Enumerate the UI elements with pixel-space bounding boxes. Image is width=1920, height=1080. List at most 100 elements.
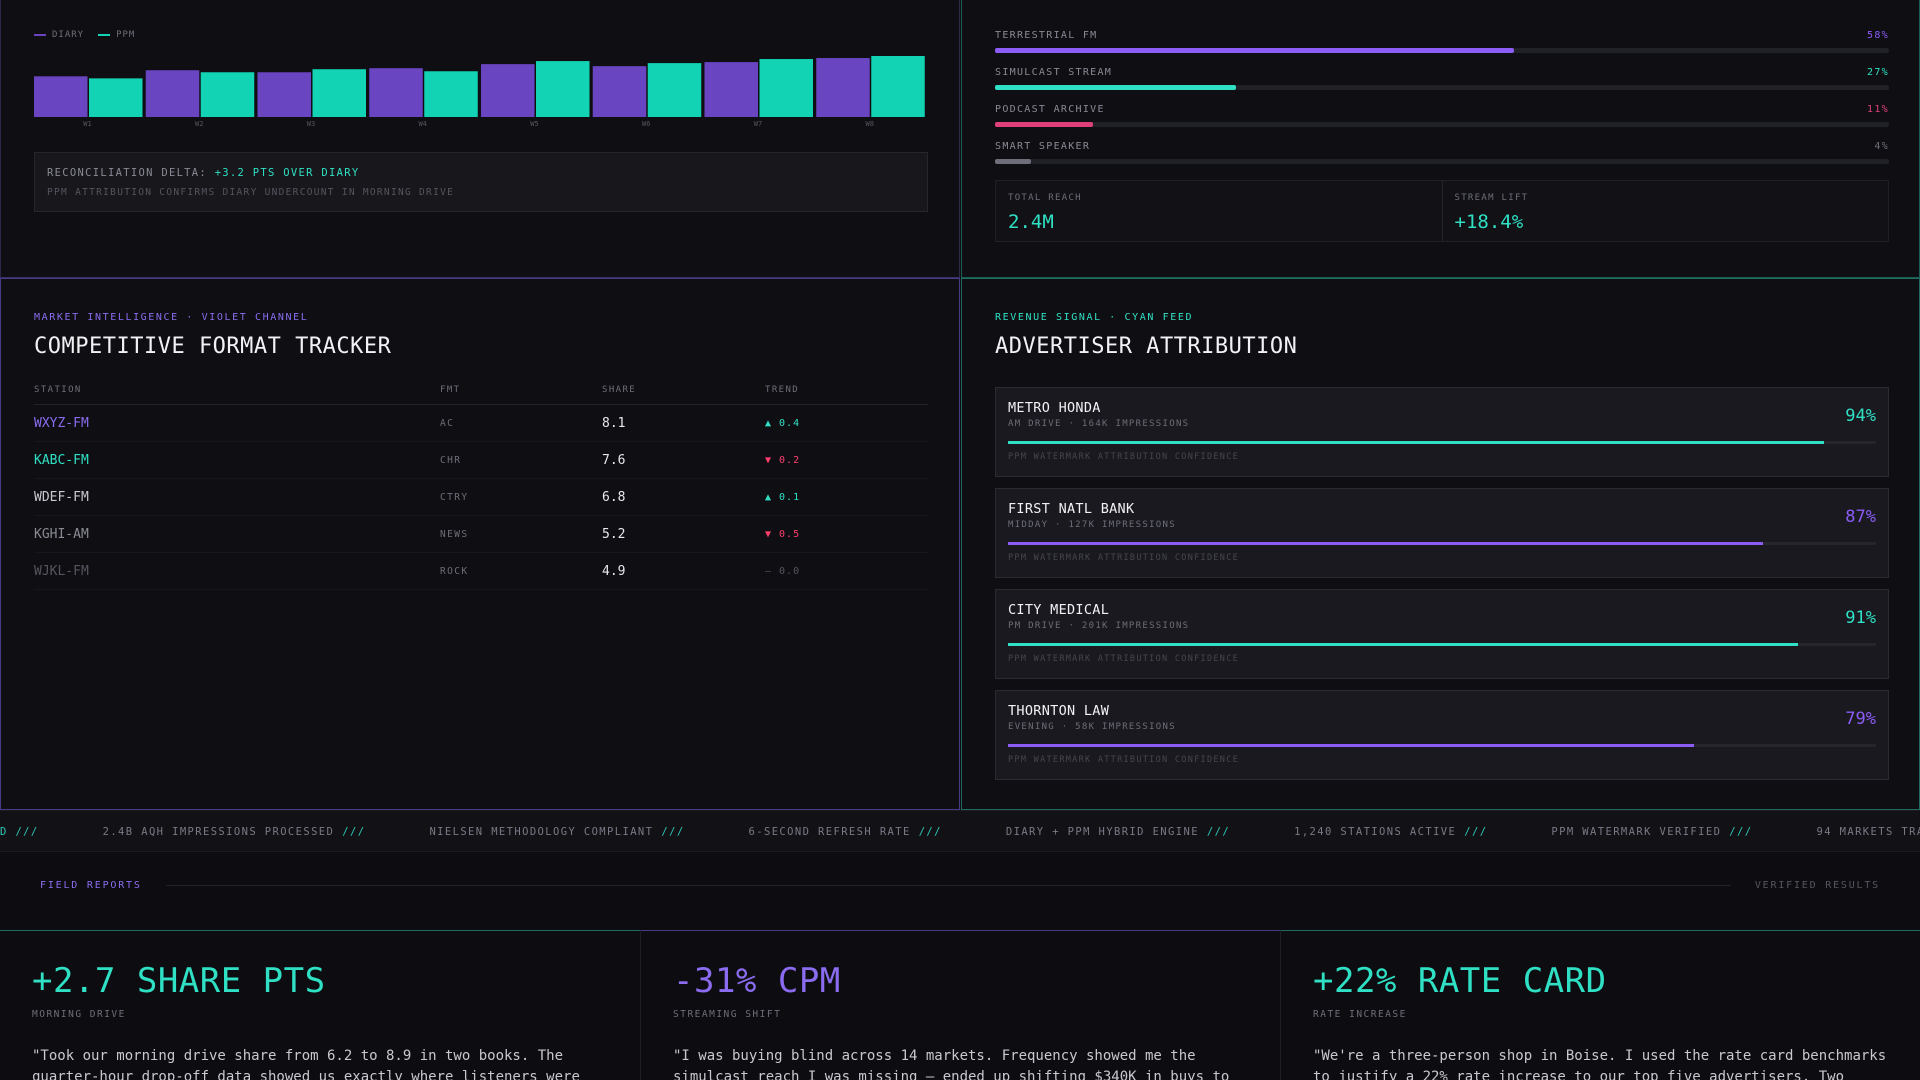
status-ticker: D /// 2.4B AQH IMPRESSIONS PROCESSED /// NI… bbox=[0, 810, 1920, 852]
report-quote: "Took our morning drive share from 6.2 t… bbox=[32, 1048, 580, 1080]
report-caption: RATE INCREASE bbox=[1313, 1009, 1407, 1020]
station-share: 6.8 bbox=[602, 478, 765, 516]
station-call-sign: WXYZ-FM bbox=[34, 404, 440, 442]
table-row[interactable]: KGHI-AM NEWS 5.2 ▼ 0.5 bbox=[34, 515, 928, 553]
confidence-bar-track bbox=[1008, 542, 1876, 545]
station-format: CHR bbox=[440, 441, 602, 479]
station-format: AC bbox=[440, 404, 602, 442]
bar-ppm-w5 bbox=[536, 61, 590, 117]
platform-reach-panel: TERRESTRIAL FM 58% SIMULCAST STREAM 27% PODC… bbox=[961, 0, 1920, 278]
ticker-item: PPM WATERMARK VERIFIED bbox=[1551, 826, 1722, 838]
report-caption: MORNING DRIVE bbox=[32, 1009, 126, 1020]
col-header-station[interactable]: STATION bbox=[34, 385, 440, 405]
legend-item-ppm: PPM bbox=[98, 30, 135, 40]
ticker-item: 2.4B AQH IMPRESSIONS PROCESSED bbox=[102, 826, 335, 838]
attribution-percent: 91% bbox=[1845, 608, 1876, 628]
advertiser-card[interactable]: FIRST NATL BANK MIDDAY · 127K IMPRESSIONS… bbox=[995, 488, 1889, 578]
confidence-bar-track bbox=[1008, 441, 1876, 444]
reach-label: SIMULCAST STREAM bbox=[995, 67, 1113, 78]
ticker-separator: /// bbox=[1464, 826, 1488, 838]
field-reports-header: FIELD REPORTS VERIFIED RESULTS bbox=[40, 880, 1880, 891]
attribution-title: ADVERTISER ATTRIBUTION bbox=[995, 334, 1298, 359]
legend-swatch-diary bbox=[34, 34, 46, 36]
bar-diary-w7 bbox=[704, 62, 758, 117]
bar-ppm-w8 bbox=[871, 56, 925, 117]
reconciliation-prefix: RECONCILIATION DELTA: bbox=[47, 167, 208, 179]
table-row[interactable]: WXYZ-FM AC 8.1 ▲ 0.4 bbox=[34, 404, 928, 442]
confidence-bar-track bbox=[1008, 643, 1876, 646]
bar-diary-w1 bbox=[34, 76, 88, 117]
bar-diary-w6 bbox=[592, 66, 647, 117]
station-format: CTRY bbox=[440, 478, 602, 516]
x-tick-label: W6 bbox=[642, 120, 650, 128]
advertiser-card[interactable]: THORNTON LAW EVENING · 58K IMPRESSIONS 79%… bbox=[995, 690, 1889, 780]
reach-row-header: PODCAST ARCHIVE 11% bbox=[995, 104, 1889, 115]
ticker-separator: /// bbox=[661, 826, 685, 838]
field-reports-label: FIELD REPORTS bbox=[40, 880, 142, 891]
station-call-sign: KGHI-AM bbox=[34, 515, 440, 553]
reach-row-header: SIMULCAST STREAM 27% bbox=[995, 67, 1889, 78]
advertiser-card[interactable]: CITY MEDICAL PM DRIVE · 201K IMPRESSIONS 9… bbox=[995, 589, 1889, 679]
reach-bar-track bbox=[995, 159, 1889, 164]
diary-vs-ppm-panel: DIARY PPM W1 W2 W3 W4 W5 W6 W7 W8 RECONCILIATIO… bbox=[0, 0, 960, 278]
reach-stats: TOTAL REACH 2.4M STREAM LIFT +18.4% bbox=[995, 180, 1889, 242]
x-tick-label: W4 bbox=[419, 120, 427, 128]
reach-row-terrestrial-fm: TERRESTRIAL FM 58% bbox=[995, 30, 1889, 53]
ticker-items: D /// 2.4B AQH IMPRESSIONS PROCESSED /// NI… bbox=[0, 826, 1920, 838]
reach-bar-track bbox=[995, 85, 1889, 90]
col-header-fmt[interactable]: FMT bbox=[440, 385, 602, 405]
reach-row-header: SMART SPEAKER 4% bbox=[995, 141, 1889, 152]
confidence-note: PPM WATERMARK ATTRIBUTION CONFIDENCE bbox=[1008, 654, 1240, 664]
bar-diary-w8 bbox=[816, 58, 870, 117]
field-report-card: +22% RATE CARD RATE INCREASE "We're a thre… bbox=[1280, 930, 1920, 1080]
station-trend: — 0.0 bbox=[765, 552, 928, 590]
header-divider bbox=[165, 885, 1731, 886]
ticker-separator: /// bbox=[1729, 826, 1753, 838]
legend-item-diary: DIARY bbox=[34, 30, 84, 40]
station-format: ROCK bbox=[440, 552, 602, 590]
reconciliation-delta: +3.2 PTS OVER DIARY bbox=[214, 167, 360, 179]
reach-label: SMART SPEAKER bbox=[995, 141, 1091, 152]
reach-percent: 11% bbox=[1867, 104, 1889, 115]
attribution-percent: 94% bbox=[1845, 406, 1876, 426]
advertiser-daypart: MIDDAY · 127K IMPRESSIONS bbox=[1008, 520, 1176, 530]
x-tick-label: W2 bbox=[195, 120, 203, 128]
col-header-trend[interactable]: TREND bbox=[765, 385, 928, 405]
attribution-percent: 79% bbox=[1845, 709, 1876, 729]
stat-stream-lift: STREAM LIFT +18.4% bbox=[1441, 181, 1889, 241]
station-call-sign: WDEF-FM bbox=[34, 478, 440, 516]
report-headline-metric: +22% RATE CARD bbox=[1313, 961, 1607, 1001]
attribution-eyebrow: REVENUE SIGNAL · CYAN FEED bbox=[995, 312, 1194, 323]
ticker-item: 94 MARKETS TRACKED bbox=[1816, 826, 1920, 838]
bar-ppm-w1 bbox=[89, 78, 143, 117]
reach-percent: 58% bbox=[1867, 30, 1889, 41]
table-row[interactable]: WJKL-FM ROCK 4.9— 0.0 bbox=[34, 552, 928, 590]
reach-label: PODCAST ARCHIVE bbox=[995, 104, 1105, 115]
confidence-note: PPM WATERMARK ATTRIBUTION CONFIDENCE bbox=[1008, 553, 1240, 563]
advertiser-attribution-panel: REVENUE SIGNAL · CYAN FEED ADVERTISER AT… bbox=[961, 278, 1920, 810]
tracker-eyebrow: MARKET INTELLIGENCE · VIOLET CHANNEL bbox=[34, 312, 309, 323]
verified-results-label: VERIFIED RESULTS bbox=[1754, 880, 1880, 891]
field-report-card: +2.7 SHARE PTS MORNING DRIVE "Took our mor… bbox=[0, 930, 640, 1080]
x-tick-label: W5 bbox=[530, 120, 538, 128]
confidence-bar-fill bbox=[1008, 542, 1764, 545]
ticker-separator: /// bbox=[342, 826, 366, 838]
table-row[interactable]: KABC-FM CHR 7.6 ▼ 0.2 bbox=[34, 441, 928, 479]
confidence-bar-fill bbox=[1008, 643, 1798, 646]
col-header-share[interactable]: SHARE bbox=[602, 385, 765, 405]
chart-legend: DIARY PPM bbox=[34, 30, 135, 40]
stat-value: 2.4M bbox=[1008, 211, 1054, 233]
station-share: 5.2 bbox=[602, 515, 765, 553]
table-row[interactable]: WDEF-FM CTRY 6.8 ▲ 0.1 bbox=[34, 478, 928, 516]
reach-bar-track bbox=[995, 122, 1889, 127]
reconciliation-note: PPM ATTRIBUTION CONFIRMS DIARY UNDERCOUN… bbox=[47, 187, 455, 198]
reach-label: TERRESTRIAL FM bbox=[995, 30, 1098, 41]
advertiser-name: FIRST NATL BANK bbox=[1008, 501, 1135, 517]
x-tick-label: W1 bbox=[83, 120, 91, 128]
ticker-lead-separator: D /// bbox=[0, 826, 39, 838]
bar-ppm-w7 bbox=[759, 59, 813, 117]
advertiser-daypart: AM DRIVE · 164K IMPRESSIONS bbox=[1008, 419, 1190, 429]
ticker-item: 6-SECOND REFRESH RATE bbox=[748, 826, 911, 838]
reach-percent: 4% bbox=[1874, 141, 1889, 152]
advertiser-card[interactable]: METRO HONDA AM DRIVE · 164K IMPRESSIONS 94… bbox=[995, 387, 1889, 477]
